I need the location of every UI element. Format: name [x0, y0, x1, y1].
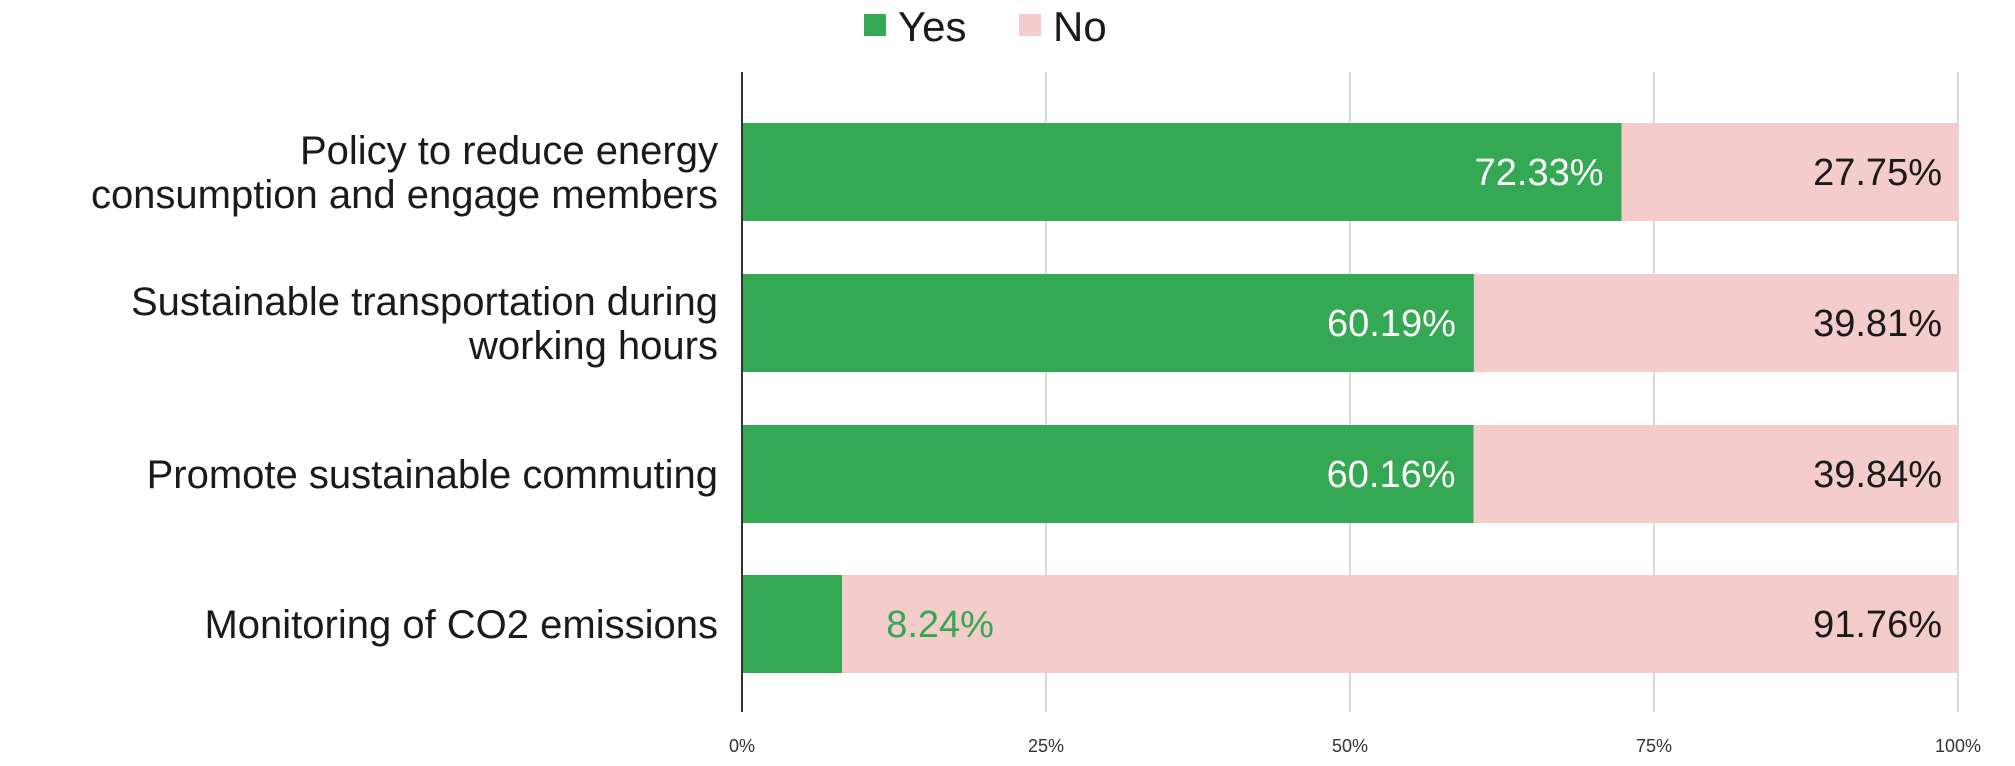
category-label: Sustainable transportation during	[131, 280, 718, 324]
legend-swatch-yes	[864, 14, 886, 36]
category-label: working hours	[468, 324, 718, 368]
legend-label-yes: Yes	[898, 3, 967, 50]
category-label: consumption and engage members	[91, 173, 718, 217]
bar-segment-yes	[742, 274, 1474, 372]
data-label-yes: 72.33%	[1475, 152, 1604, 194]
x-tick-label: 25%	[1028, 736, 1064, 756]
legend-swatch-no	[1019, 14, 1041, 36]
data-label-no: 39.84%	[1813, 454, 1942, 496]
category-label: Promote sustainable commuting	[147, 453, 718, 497]
x-tick-label: 100%	[1935, 736, 1981, 756]
legend-label-no: No	[1053, 3, 1107, 50]
bar-segment-no	[842, 575, 1958, 673]
data-label-yes: 60.19%	[1327, 303, 1456, 345]
legend: Yes No	[864, 3, 1107, 50]
data-label-yes: 8.24%	[886, 604, 994, 646]
data-label-no: 27.75%	[1813, 152, 1942, 194]
x-tick-label: 50%	[1332, 736, 1368, 756]
x-tick-label: 75%	[1636, 736, 1672, 756]
bar-segment-yes	[742, 575, 843, 673]
axis: 0% 25% 50% 75% 100%	[729, 72, 1981, 756]
bar-segment-no	[1473, 274, 1958, 372]
bars: 72.33% 27.75% 60.19% 39.81% 60.16% 39.84% 8.24…	[742, 123, 1958, 673]
bar-segment-yes	[742, 425, 1474, 523]
bar-segment-no	[1473, 425, 1958, 523]
data-label-no: 39.81%	[1813, 303, 1942, 345]
x-tick-label: 0%	[729, 736, 755, 756]
data-label-yes: 60.16%	[1327, 454, 1456, 496]
bar-segment-no	[1621, 123, 1958, 221]
data-label-no: 91.76%	[1813, 604, 1942, 646]
bar-segment-yes	[742, 123, 1622, 221]
category-label: Policy to reduce energy	[300, 129, 718, 173]
category-label: Monitoring of CO2 emissions	[204, 603, 718, 647]
